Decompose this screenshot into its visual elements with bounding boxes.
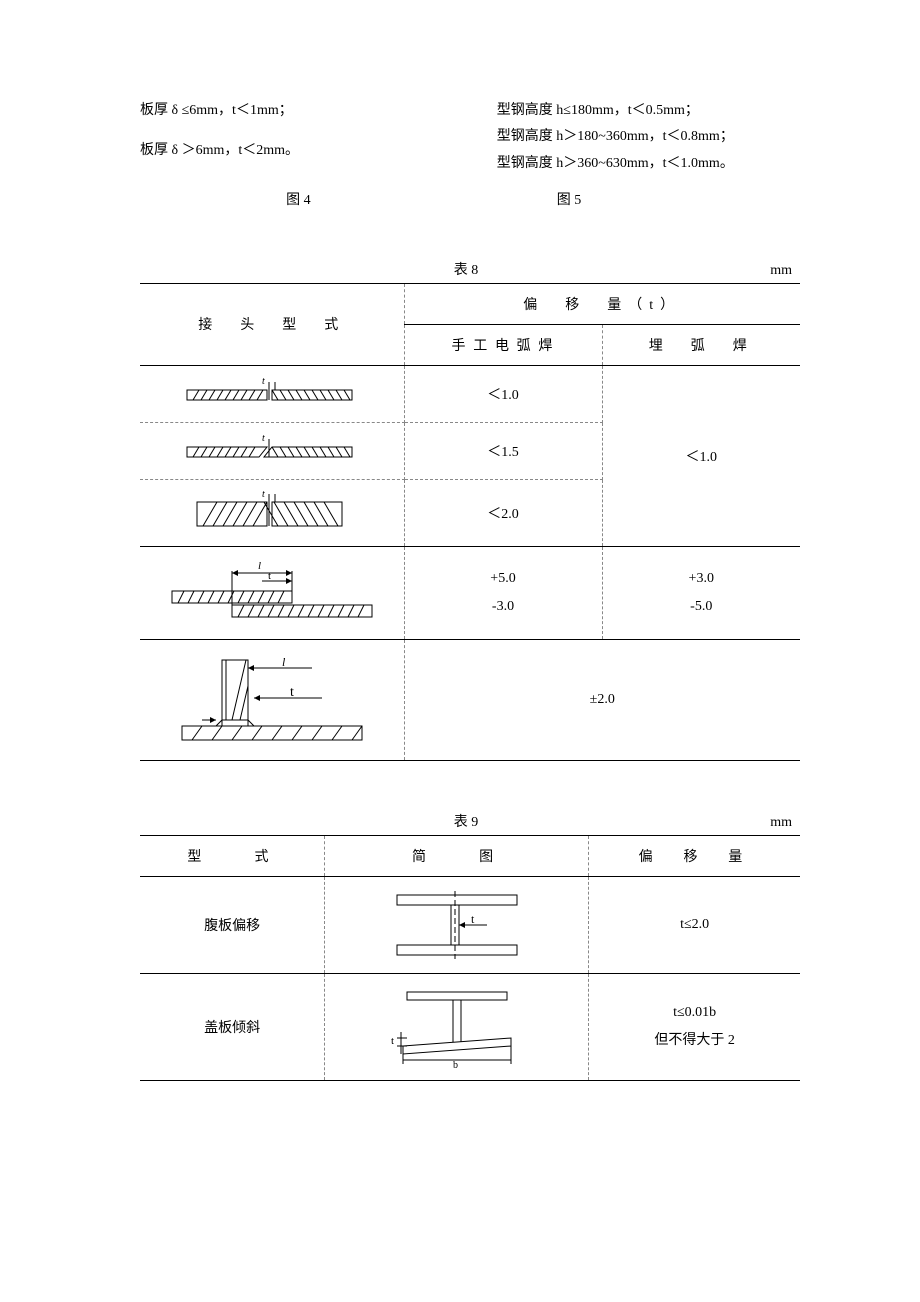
notes-left-col: 板厚 δ ≤6mm，t＜1mm； 板厚 δ ＞6mm，t＜2mm。: [140, 100, 457, 181]
butt-joint-thick-icon: t: [177, 490, 367, 536]
t9-r2-line2: 但不得大于 2: [595, 1027, 794, 1055]
t8-r4-manual-bot: -3.0: [411, 593, 596, 621]
figure-captions: 图 4 图 5: [140, 189, 800, 209]
table8-unit: mm: [478, 263, 800, 279]
note-line: 型钢高度 h＞180~360mm，t＜0.8mm；: [497, 126, 840, 148]
svg-text:t: t: [290, 685, 294, 700]
web-offset-icon: t: [377, 887, 537, 963]
t8-diagram-cell: t: [140, 422, 404, 479]
t8-r4-sub-top: +3.0: [609, 565, 795, 593]
t8-diagram-cell: l t: [140, 546, 404, 639]
t9-r2-line1: t≤0.01b: [595, 999, 794, 1027]
t9-offset-cell: t≤0.01b 但不得大于 2: [589, 973, 800, 1080]
table9-title-row: 表 9 mm: [140, 811, 800, 831]
t9-diagram-cell: t: [325, 876, 589, 973]
svg-text:t: t: [262, 376, 265, 387]
t9-header-offset: 偏 移 量: [589, 835, 800, 876]
table8-title: 表 8: [454, 259, 479, 279]
t8-header-offset: 偏 移 量（t）: [404, 283, 800, 324]
t8-r4-manual-top: +5.0: [411, 565, 596, 593]
t9-header-diag: 简 图: [325, 835, 589, 876]
table8-title-row: 表 8 mm: [140, 259, 800, 279]
t9-diagram-cell: t b: [325, 973, 589, 1080]
lap-joint-icon: l t: [162, 557, 382, 629]
svg-text:t: t: [391, 1035, 394, 1047]
butt-joint-bevel-icon: t: [177, 433, 367, 469]
t8-r4-sub-bot: -5.0: [609, 593, 795, 621]
svg-text:l: l: [282, 655, 286, 669]
t8-sub-merged: ＜1.0: [602, 365, 800, 546]
note-line: 板厚 δ ＞6mm，t＜2mm。: [140, 140, 457, 162]
svg-text:b: b: [453, 1060, 458, 1070]
t8-r5-merged: ±2.0: [404, 639, 800, 760]
t8-val: +3.0 -5.0: [602, 546, 800, 639]
t8-diagram-cell: l t: [140, 639, 404, 760]
top-notes: 板厚 δ ≤6mm，t＜1mm； 板厚 δ ＞6mm，t＜2mm。 型钢高度 h…: [140, 100, 800, 181]
t9-type-cell: 腹板偏移: [140, 876, 325, 973]
t8-val: ＜2.0: [404, 479, 602, 546]
t8-diagram-cell: t: [140, 365, 404, 422]
figure-caption-4: 图 4: [140, 189, 457, 209]
svg-text:t: t: [471, 912, 475, 926]
notes-right-col: 型钢高度 h≤180mm，t＜0.5mm； 型钢高度 h＞180~360mm，t…: [497, 100, 840, 181]
svg-text:l: l: [258, 560, 261, 572]
table-9: 型 式 简 图 偏 移 量 腹板偏移 t t≤2.0 盖板倾斜: [140, 835, 800, 1081]
t8-diagram-cell: t: [140, 479, 404, 546]
table9-unit: mm: [478, 815, 800, 831]
t8-val: ＜1.5: [404, 422, 602, 479]
table9-title: 表 9: [454, 811, 479, 831]
table-8: 接 头 型 式 偏 移 量（t） 手 工 电 弧 焊 埋 弧 焊 t ＜1.0 …: [140, 283, 800, 761]
t9-type-cell: 盖板倾斜: [140, 973, 325, 1080]
note-line: 型钢高度 h＞360~630mm，t＜1.0mm。: [497, 153, 840, 175]
t8-val: +5.0 -3.0: [404, 546, 602, 639]
flange-tilt-icon: t b: [377, 984, 537, 1070]
svg-text:t: t: [268, 570, 271, 582]
t9-header-type: 型 式: [140, 835, 325, 876]
note-line: 板厚 δ ≤6mm，t＜1mm；: [140, 100, 457, 122]
butt-joint-thin-icon: t: [177, 376, 367, 412]
figure-caption-5: 图 5: [457, 189, 800, 209]
t8-header-joint: 接 头 型 式: [140, 283, 404, 365]
t9-offset-cell: t≤2.0: [589, 876, 800, 973]
svg-text:t: t: [262, 490, 265, 500]
t8-header-manual: 手 工 电 弧 焊: [404, 324, 602, 365]
svg-text:t: t: [262, 433, 265, 444]
tee-joint-icon: l t: [172, 650, 372, 750]
t8-val: ＜1.0: [404, 365, 602, 422]
note-line: 型钢高度 h≤180mm，t＜0.5mm；: [497, 100, 840, 122]
t8-header-sub: 埋 弧 焊: [602, 324, 800, 365]
